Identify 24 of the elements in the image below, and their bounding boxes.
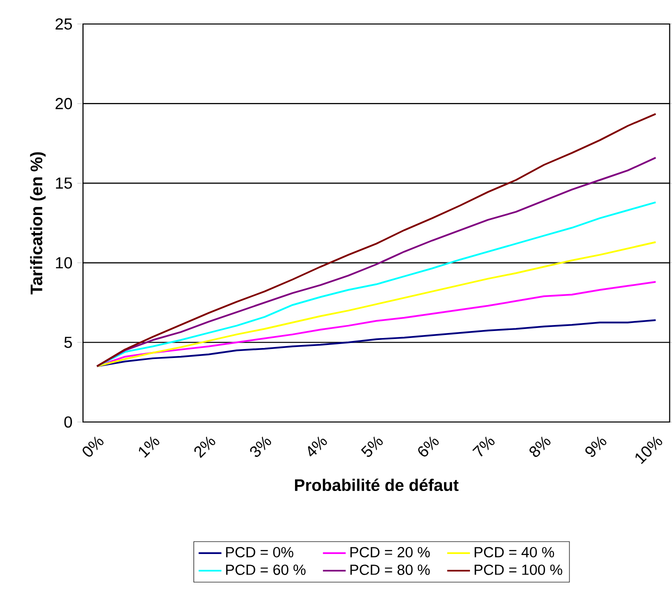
y-tick-label: 10 [56, 257, 72, 268]
legend-label: PCD = 40 % [474, 547, 554, 558]
x-tick-label: 2% [194, 436, 216, 458]
x-tick-label: 8% [529, 436, 550, 457]
x-tick-label: 5% [360, 436, 383, 457]
legend-label: PCD = 20 % [350, 547, 430, 558]
x-axis-title: Probabilité de défaut [295, 478, 459, 492]
y-tick-label: 25 [56, 18, 72, 30]
x-tick-label: 4% [308, 436, 327, 457]
x-tick-label: 0% [82, 436, 104, 457]
y-tick-label: 0 [64, 416, 72, 428]
legend-label: PCD = 60 % [226, 564, 306, 575]
y-tick-label: 20 [56, 98, 72, 110]
x-tick-label: 6% [418, 436, 439, 457]
y-axis-title: Tarification (en %) [30, 152, 46, 294]
y-tick-label: 15 [56, 178, 72, 189]
legend-label: PCD = 80 % [350, 564, 430, 575]
x-tick-label: 1% [138, 436, 160, 458]
x-tick-label: 7% [472, 436, 495, 457]
x-tick-label: 9% [585, 436, 606, 457]
y-tick-label: 5 [64, 336, 72, 348]
legend-label: PCD = 100 % [474, 564, 562, 575]
x-tick-label: 3% [250, 436, 272, 457]
legend-label: PCD = 0% [226, 547, 294, 558]
